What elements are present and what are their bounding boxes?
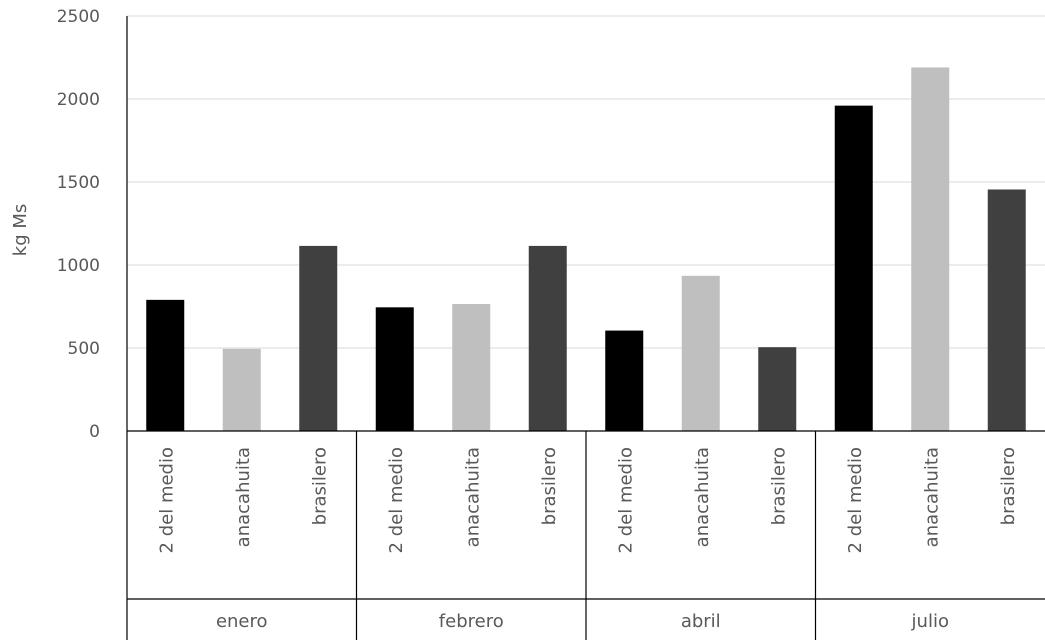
- bar: [987, 189, 1026, 431]
- x-group-label: enero: [216, 611, 268, 632]
- bar: [911, 67, 950, 432]
- y-tick-label: 2500: [57, 7, 100, 27]
- x-category-label: brasilero: [768, 447, 789, 525]
- bar: [452, 304, 491, 431]
- x-category-label: anacahuita: [921, 447, 942, 547]
- x-category-label: anacahuita: [462, 447, 483, 547]
- x-category-label: anacahuita: [692, 447, 713, 547]
- bar: [528, 245, 567, 431]
- bar: [299, 245, 338, 431]
- x-group-label: abril: [681, 611, 721, 632]
- y-tick-labels: 0 500 1000 1500 2000 2500: [57, 7, 100, 442]
- bar: [375, 307, 414, 431]
- y-tick-label: 1500: [57, 173, 100, 193]
- x-category-label: 2 del medio: [615, 447, 636, 553]
- bar: [146, 299, 185, 431]
- x-category-labels: 2 del medio anacahuita brasilero 2 del medi…: [156, 447, 1019, 553]
- x-category-label: 2 del medio: [386, 447, 407, 553]
- y-tick-label: 500: [68, 339, 100, 359]
- x-group-label: julio: [911, 611, 949, 632]
- x-category-label: 2 del medio: [845, 447, 866, 553]
- gridlines: [127, 15, 1045, 349]
- x-category-label: anacahuita: [233, 447, 254, 547]
- x-category-label: brasilero: [309, 447, 330, 525]
- x-group-labels: enero febrero abril julio: [216, 611, 949, 632]
- bar: [834, 105, 873, 431]
- bar: [605, 330, 644, 431]
- bars: [146, 67, 1026, 432]
- y-tick-label: 2000: [57, 90, 100, 110]
- bar: [758, 347, 797, 431]
- x-category-label: brasilero: [998, 447, 1019, 525]
- y-tick-label: 0: [89, 422, 100, 442]
- y-tick-label: 1000: [57, 256, 100, 276]
- x-category-label: brasilero: [539, 447, 560, 525]
- y-axis-label: kg Ms: [10, 204, 31, 256]
- x-category-label: 2 del medio: [156, 447, 177, 553]
- x-group-label: febrero: [439, 611, 504, 632]
- bar: [681, 275, 720, 431]
- axes: [126, 16, 1045, 640]
- bar: [222, 348, 261, 431]
